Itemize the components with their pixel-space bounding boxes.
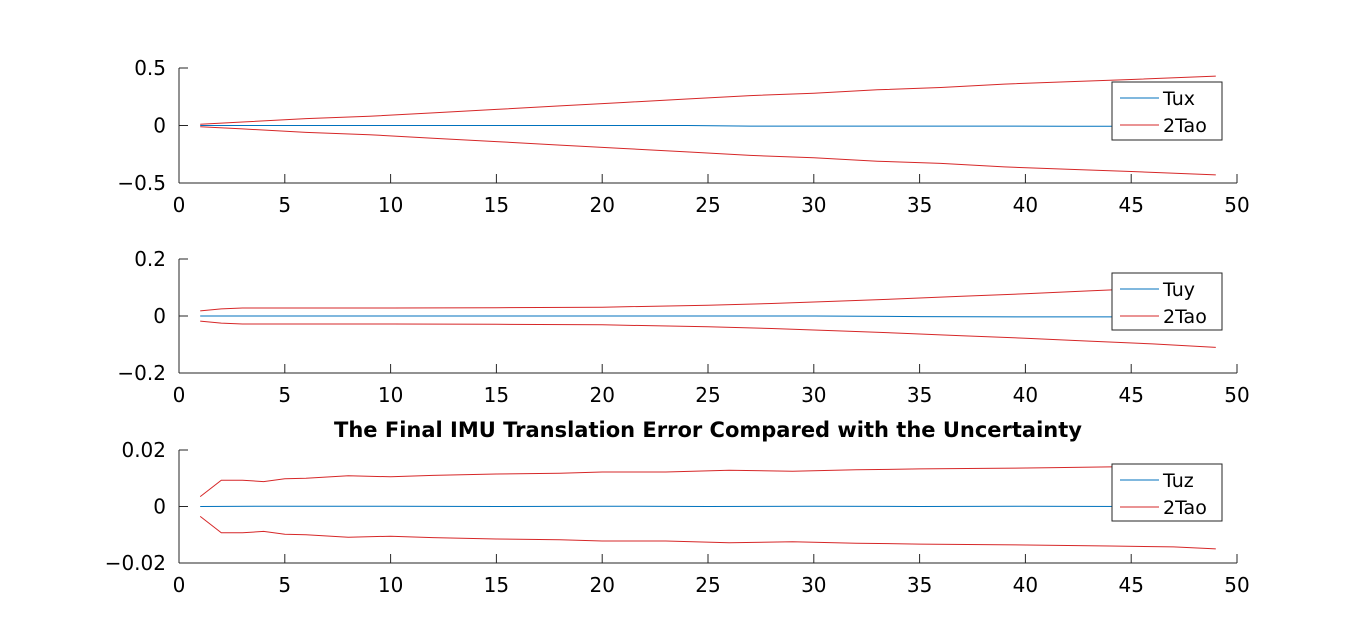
x-tick-label: 45 <box>1118 193 1143 217</box>
subplot-translation-z: 0 5 10 15 20 25 30 35 40 45 50 0.02 0 −0.02 The Final … <box>105 418 1250 597</box>
legend: Tuz 2Tao <box>1111 463 1223 522</box>
x-tick-label: 50 <box>1224 193 1249 217</box>
series-line-2tao <box>199 463 1216 497</box>
y-tick-label: 0 <box>153 304 166 328</box>
y-tick-label: 0.2 <box>134 247 166 271</box>
y-tick-label: 0 <box>153 495 166 519</box>
x-tick-label: 40 <box>1013 193 1038 217</box>
x-tick-label: 20 <box>589 193 614 217</box>
x-tick-label: 20 <box>589 573 614 597</box>
series-line-tux <box>200 125 1216 127</box>
x-tick-label: 0 <box>173 193 186 217</box>
x-tick-label: 15 <box>484 383 509 407</box>
series-line-2tao-lower <box>200 320 1216 348</box>
subplot-translation-x: 0 5 10 15 20 25 30 35 40 45 50 0.5 0 −0.5 Tux 2Tao <box>117 56 1249 217</box>
legend-label: 2Tao <box>1163 115 1207 137</box>
x-tick-label: 30 <box>801 193 826 217</box>
x-tick-label: 15 <box>484 193 509 217</box>
x-tick-label: 5 <box>278 193 291 217</box>
subplot-translation-y: 0 5 10 15 20 25 30 35 40 45 50 0.2 0 −0.2 Tuy 2Tao <box>117 247 1249 407</box>
series-line-2tao <box>200 75 1216 125</box>
x-tick-label: 15 <box>484 573 509 597</box>
chart-title: The Final IMU Translation Error Compared… <box>334 418 1082 442</box>
legend-label: 2Tao <box>1163 306 1207 328</box>
x-tick-label: 0 <box>173 383 186 407</box>
legend: Tuy 2Tao <box>1111 272 1223 331</box>
x-tick-label: 35 <box>907 383 932 407</box>
legend-label: Tuy <box>1162 279 1195 301</box>
legend-box <box>1111 81 1223 141</box>
x-tick-label: 50 <box>1224 573 1249 597</box>
legend: Tux 2Tao <box>1111 81 1223 141</box>
x-tick-label: 45 <box>1118 573 1143 597</box>
legend-label: 2Tao <box>1163 497 1207 519</box>
y-tick-label: −0.5 <box>117 171 166 195</box>
x-tick-label: 30 <box>801 383 826 407</box>
x-tick-label: 5 <box>278 573 291 597</box>
x-tick-label: 25 <box>695 193 720 217</box>
x-tick-label: 5 <box>278 383 291 407</box>
legend-label: Tux <box>1162 88 1195 110</box>
x-tick-label: 40 <box>1013 573 1038 597</box>
x-tick-label: 50 <box>1224 383 1249 407</box>
x-tick-label: 10 <box>378 383 403 407</box>
y-tick-label: 0.5 <box>134 56 166 80</box>
series-line-2tao-lower <box>199 516 1216 550</box>
series-line-2tao-lower <box>200 126 1216 176</box>
x-tick-label: 0 <box>173 573 186 597</box>
x-tick-label: 25 <box>695 573 720 597</box>
x-tick-label: 35 <box>907 573 932 597</box>
x-tick-label: 10 <box>378 193 403 217</box>
x-tick-label: 25 <box>695 383 720 407</box>
y-tick-label: −0.02 <box>105 551 166 575</box>
series-line-2tao <box>200 284 1216 312</box>
x-tick-label: 45 <box>1118 383 1143 407</box>
y-tick-label: 0.02 <box>121 438 166 462</box>
x-tick-label: 30 <box>801 573 826 597</box>
x-tick-label: 10 <box>378 573 403 597</box>
legend-label: Tuz <box>1162 470 1194 492</box>
x-tick-label: 20 <box>589 383 614 407</box>
x-tick-label: 40 <box>1013 383 1038 407</box>
y-tick-label: 0 <box>153 114 166 138</box>
legend-box <box>1111 272 1223 331</box>
series-line-tuy <box>200 315 1216 318</box>
legend-box <box>1111 463 1223 522</box>
y-tick-label: −0.2 <box>117 361 166 385</box>
x-tick-label: 35 <box>907 193 932 217</box>
